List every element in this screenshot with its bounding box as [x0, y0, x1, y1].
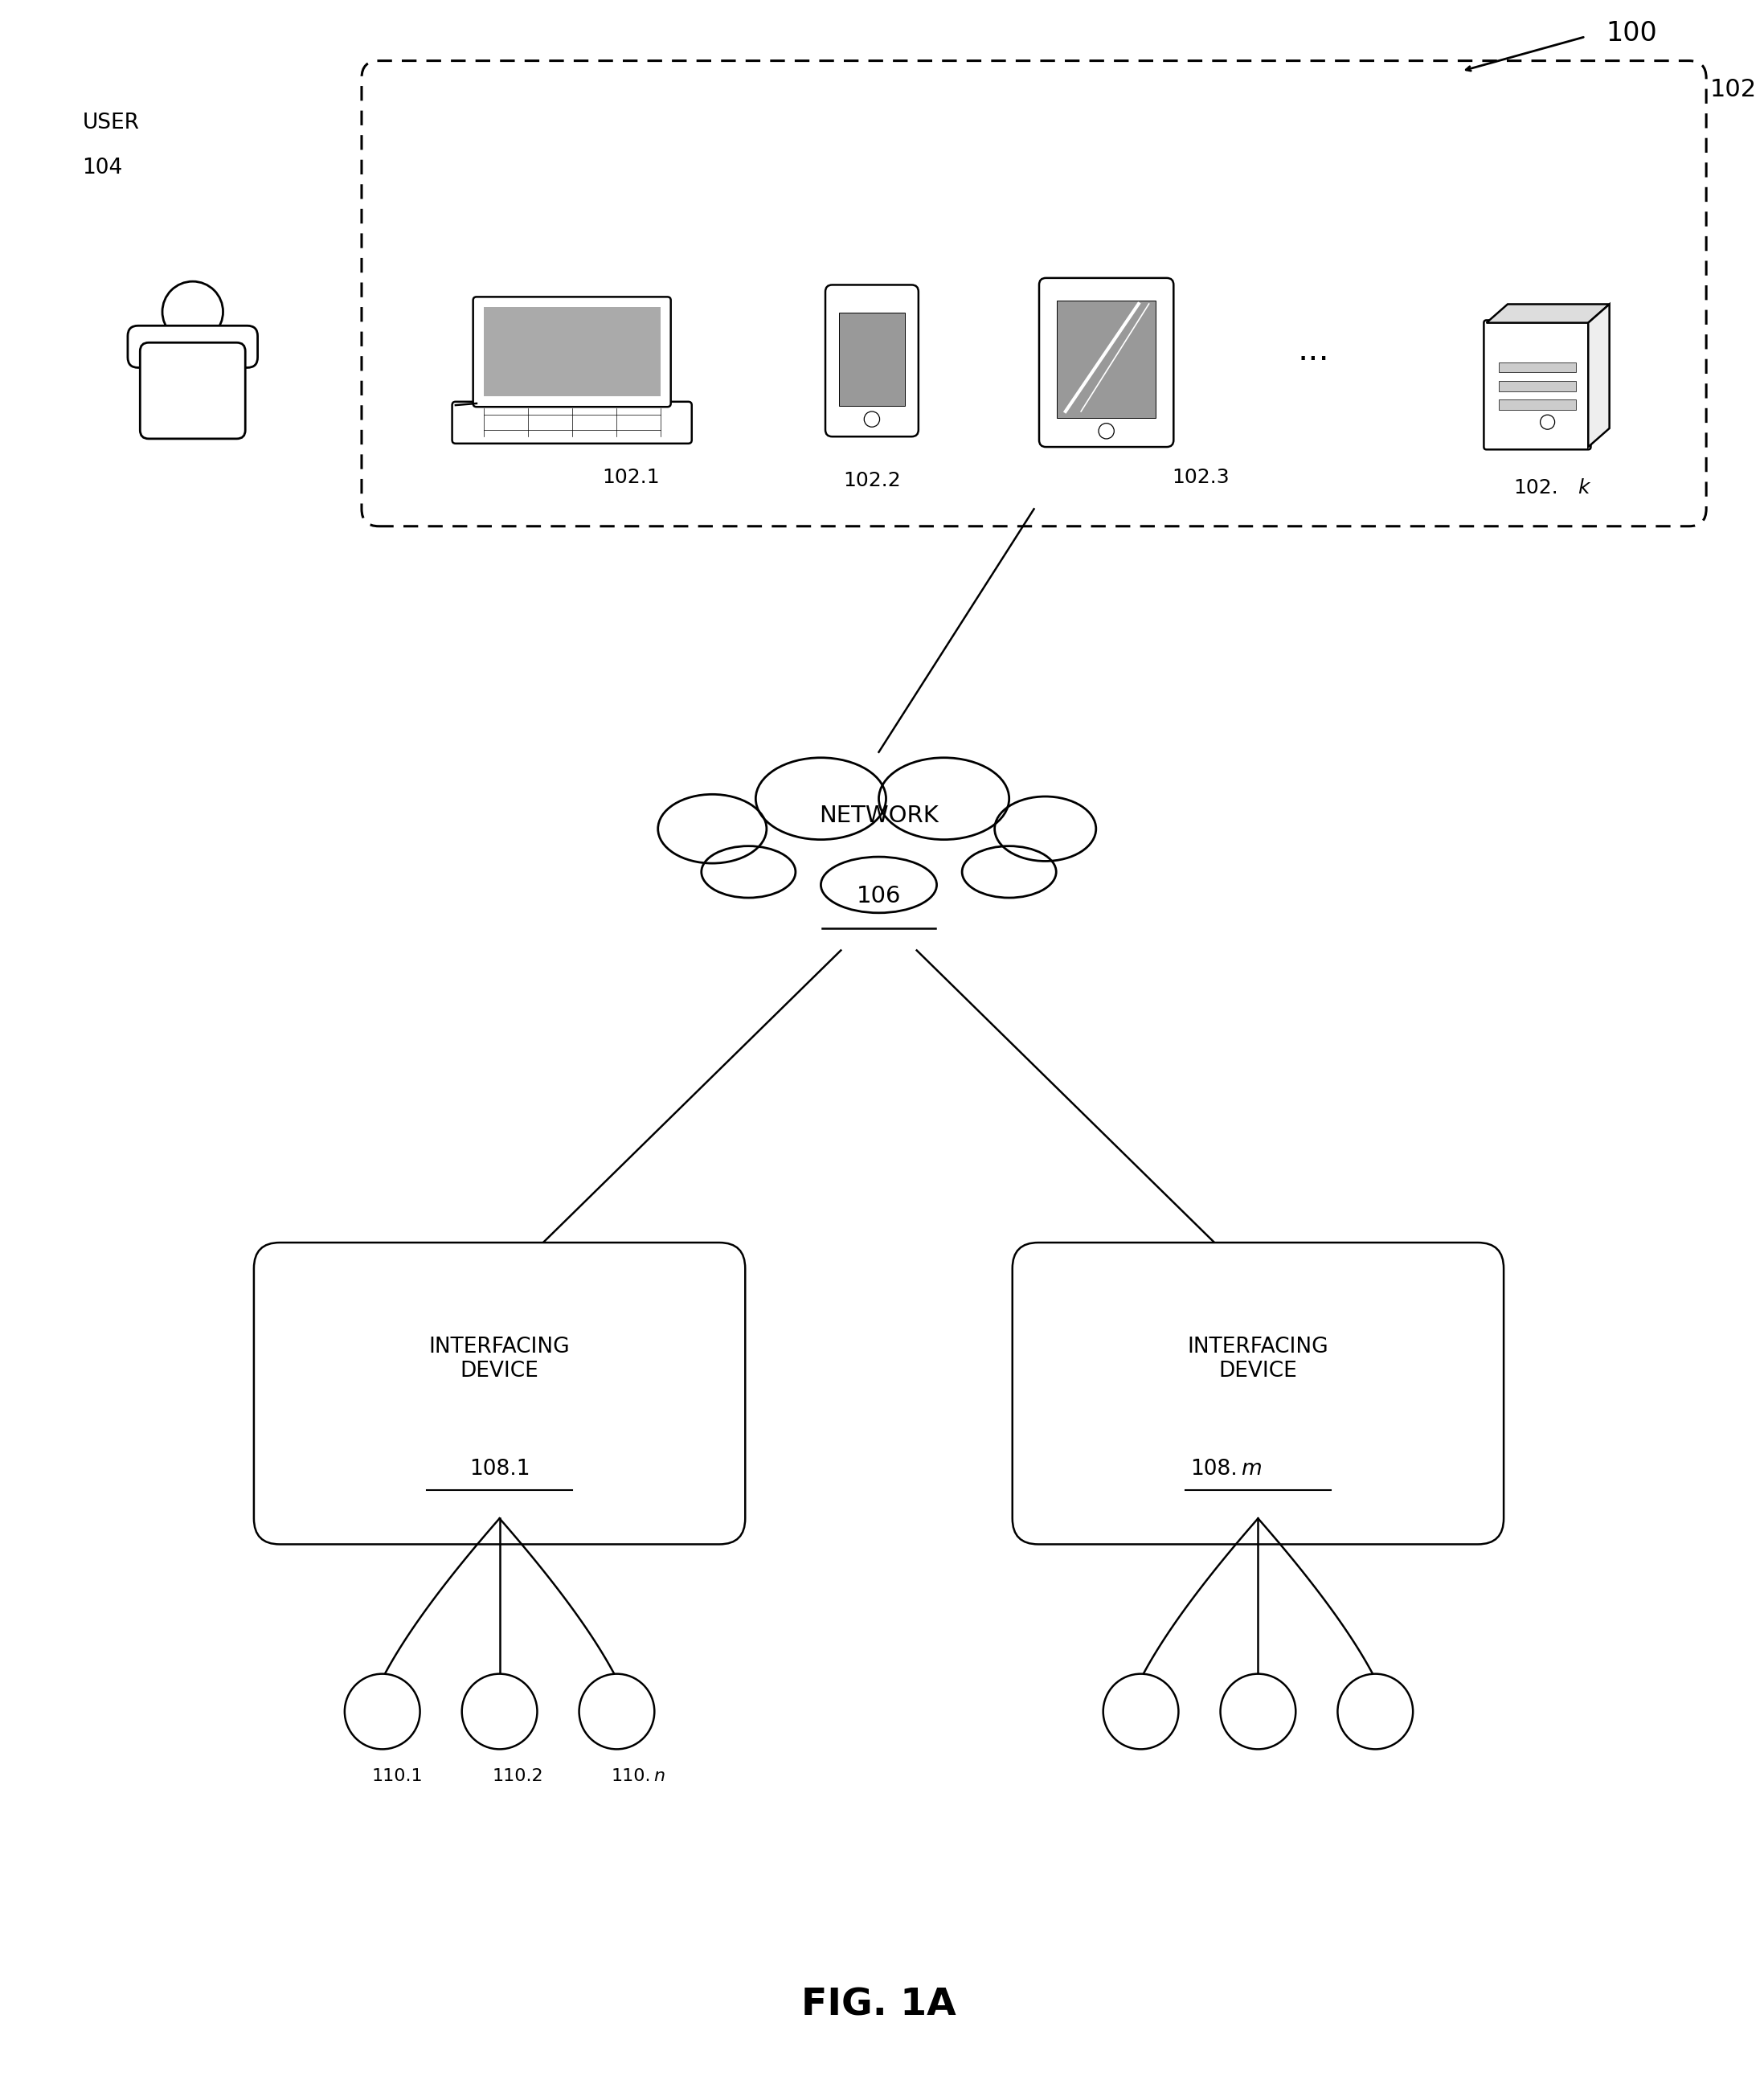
Bar	[1499, 399, 1575, 410]
FancyBboxPatch shape	[1484, 320, 1591, 449]
FancyBboxPatch shape	[473, 297, 670, 408]
FancyBboxPatch shape	[139, 343, 245, 439]
Text: 102.: 102.	[1514, 478, 1558, 497]
Text: m: m	[1240, 1458, 1261, 1479]
Text: 100: 100	[1607, 21, 1658, 46]
Text: 110.: 110.	[612, 1768, 651, 1785]
Ellipse shape	[702, 847, 796, 899]
Ellipse shape	[1337, 1674, 1413, 1749]
Ellipse shape	[344, 1674, 420, 1749]
Text: n: n	[654, 1768, 665, 1785]
FancyBboxPatch shape	[127, 327, 258, 368]
Text: 110.1: 110.1	[372, 1768, 423, 1785]
Text: 106: 106	[857, 884, 901, 907]
FancyBboxPatch shape	[254, 1242, 744, 1543]
Text: FIG. 1A: FIG. 1A	[801, 1986, 956, 2024]
Ellipse shape	[961, 847, 1057, 899]
Ellipse shape	[755, 757, 886, 840]
Ellipse shape	[579, 1674, 654, 1749]
Ellipse shape	[1102, 1674, 1178, 1749]
FancyBboxPatch shape	[826, 285, 919, 437]
FancyBboxPatch shape	[1013, 1242, 1503, 1543]
FancyBboxPatch shape	[1039, 279, 1173, 447]
FancyBboxPatch shape	[452, 401, 691, 443]
Bar	[1057, 300, 1155, 418]
Text: ...: ...	[1297, 333, 1330, 368]
Ellipse shape	[658, 795, 767, 863]
Polygon shape	[1588, 304, 1609, 447]
Ellipse shape	[1221, 1674, 1297, 1749]
Ellipse shape	[878, 757, 1009, 840]
Text: 104: 104	[83, 158, 123, 179]
Circle shape	[162, 281, 222, 341]
Polygon shape	[1487, 304, 1609, 322]
Text: NETWORK: NETWORK	[818, 805, 938, 828]
Text: 102.3: 102.3	[1171, 468, 1230, 487]
Ellipse shape	[820, 857, 937, 913]
Text: 102.2: 102.2	[843, 470, 901, 491]
Text: k: k	[1577, 478, 1589, 497]
Text: 102: 102	[1709, 77, 1757, 102]
Text: 102.1: 102.1	[602, 468, 660, 487]
Text: INTERFACING
DEVICE: INTERFACING DEVICE	[429, 1337, 570, 1381]
Text: INTERFACING
DEVICE: INTERFACING DEVICE	[1187, 1337, 1328, 1381]
Bar	[483, 308, 660, 397]
Text: 110.2: 110.2	[492, 1768, 543, 1785]
Bar	[1499, 362, 1575, 372]
Bar	[1499, 381, 1575, 391]
Text: USER: USER	[83, 112, 139, 133]
Text: 108.1: 108.1	[469, 1458, 529, 1479]
Text: 108.: 108.	[1191, 1458, 1237, 1479]
Ellipse shape	[995, 797, 1095, 861]
Ellipse shape	[462, 1674, 538, 1749]
Bar	[840, 312, 905, 406]
